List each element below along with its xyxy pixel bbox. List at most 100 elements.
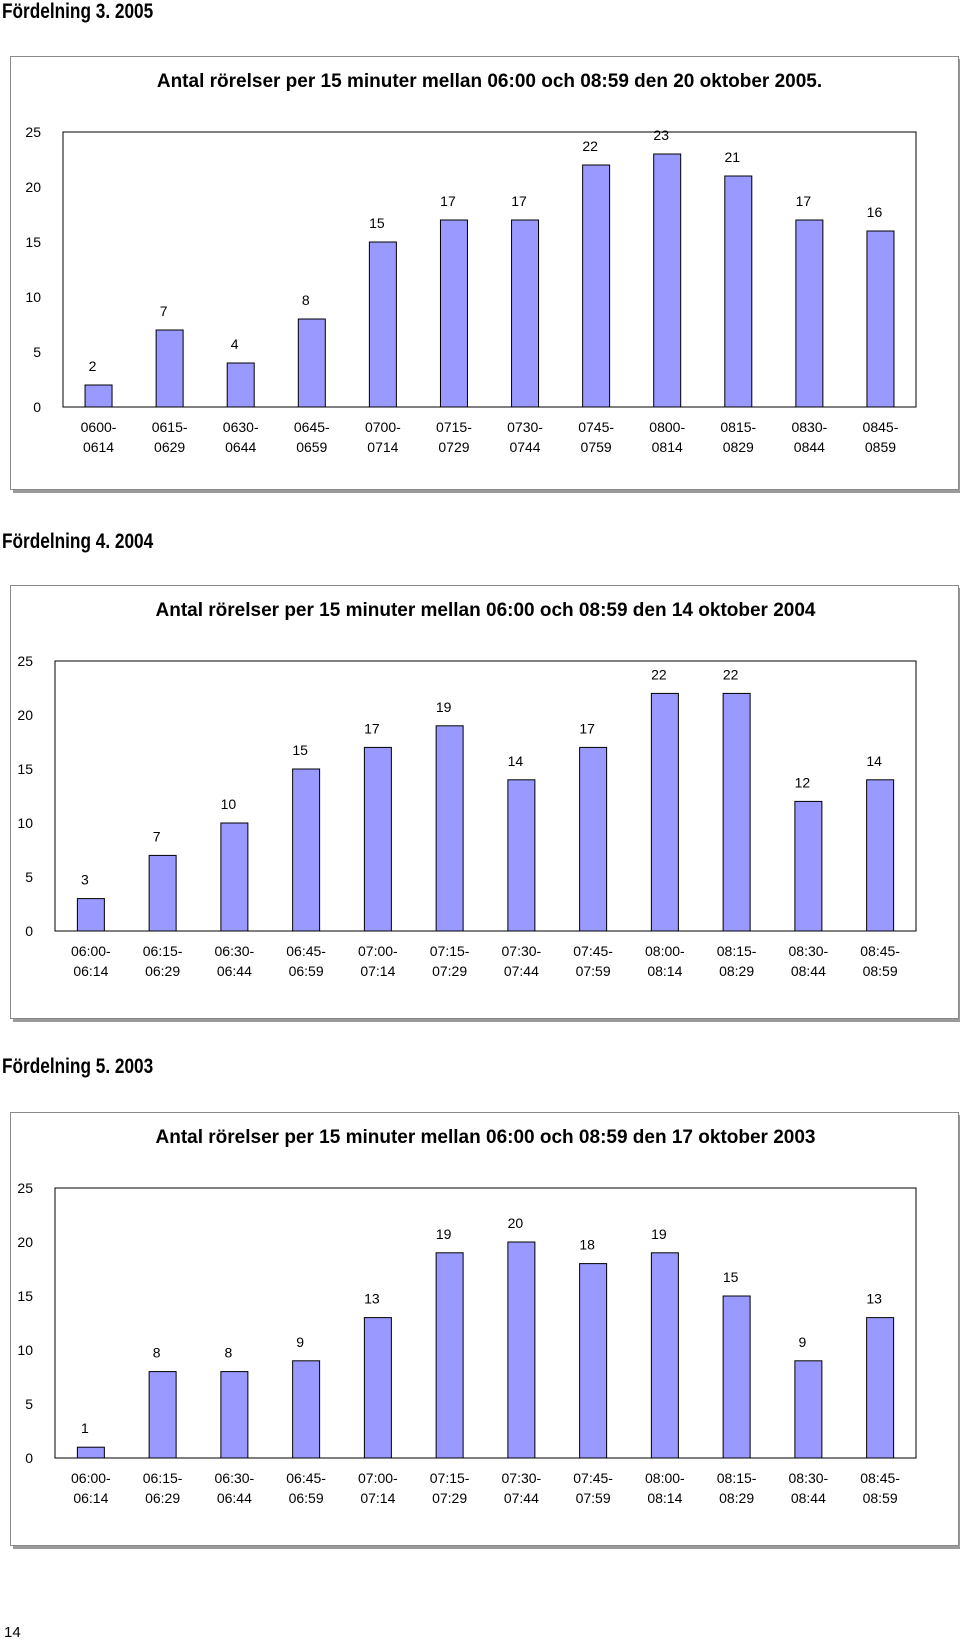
x-tick-label: 06:44 [217, 1490, 252, 1506]
plot-area [54, 1187, 917, 1459]
bar [866, 779, 895, 932]
x-tick-label: 0730- [507, 419, 543, 435]
data-label: 13 [866, 1291, 882, 1307]
data-label: 19 [651, 1226, 667, 1242]
bar [650, 692, 679, 932]
y-tick-label: 10 [17, 1342, 33, 1358]
x-tick-label: 07:14 [360, 963, 395, 979]
x-tick-label: 08:45- [860, 943, 900, 959]
bar [435, 725, 464, 932]
bar [582, 164, 611, 408]
x-tick-label: 08:59 [863, 1490, 898, 1506]
x-tick-label: 06:15- [143, 943, 183, 959]
bar [148, 854, 177, 932]
chart-title: Antal rörelser per 15 minuter mellan 06:… [157, 71, 822, 92]
data-label: 16 [867, 204, 883, 220]
y-tick-label: 15 [17, 1288, 33, 1304]
data-label: 1 [81, 1420, 89, 1436]
x-tick-label: 08:59 [863, 963, 898, 979]
y-tick-label: 25 [25, 124, 41, 140]
x-tick-label: 08:00- [645, 1470, 685, 1486]
x-tick-label: 07:15- [430, 943, 470, 959]
x-tick-label: 0745- [578, 419, 614, 435]
x-tick-label: 0729 [438, 439, 469, 455]
x-tick-label: 06:29 [145, 963, 180, 979]
data-label: 17 [440, 193, 456, 209]
bar [76, 1446, 105, 1459]
data-label: 9 [798, 1334, 806, 1350]
x-tick-label: 0715- [436, 419, 472, 435]
x-tick-label: 0744 [509, 439, 540, 455]
bar [579, 746, 608, 932]
x-tick-label: 08:15- [717, 943, 757, 959]
x-tick-label: 07:45- [573, 943, 613, 959]
bar [368, 241, 397, 408]
data-label: 3 [81, 872, 89, 888]
x-tick-label: 06:45- [286, 943, 326, 959]
section-heading-2005: Fördelning 3. 2005 [2, 0, 154, 23]
data-label: 19 [436, 699, 452, 715]
x-tick-label: 06:30- [215, 1470, 255, 1486]
x-tick-label: 0830- [791, 419, 827, 435]
x-tick-label: 0645- [294, 419, 330, 435]
x-tick-label: 07:59 [576, 1490, 611, 1506]
data-label: 2 [89, 358, 97, 374]
bar [794, 1360, 823, 1459]
bar-chart-2003: Antal rörelser per 15 minuter mellan 06:… [17, 1127, 917, 1506]
bar [722, 1295, 751, 1459]
y-tick-label: 5 [33, 344, 41, 360]
data-label: 15 [292, 742, 308, 758]
x-tick-label: 08:14 [647, 963, 682, 979]
bar [653, 153, 682, 408]
data-label: 17 [364, 720, 380, 736]
x-tick-label: 06:59 [289, 1490, 324, 1506]
bar [866, 230, 895, 408]
x-tick-label: 06:14 [73, 1490, 108, 1506]
bar [795, 219, 824, 408]
data-label: 19 [436, 1226, 452, 1242]
x-tick-label: 0700- [365, 419, 401, 435]
bar [226, 362, 255, 408]
x-tick-label: 08:29 [719, 963, 754, 979]
x-tick-label: 08:30- [789, 943, 829, 959]
data-label: 22 [723, 666, 739, 682]
bar [292, 768, 321, 932]
bar [435, 1252, 464, 1459]
bar [507, 779, 536, 932]
y-tick-label: 20 [17, 707, 33, 723]
x-tick-label: 08:45- [860, 1470, 900, 1486]
data-label: 10 [221, 796, 237, 812]
section-heading-2004: Fördelning 4. 2004 [2, 530, 154, 553]
x-tick-label: 06:29 [145, 1490, 180, 1506]
x-tick-label: 0829 [723, 439, 754, 455]
bar [866, 1317, 895, 1459]
data-label: 17 [511, 193, 527, 209]
data-label: 17 [796, 193, 812, 209]
data-label: 15 [369, 215, 385, 231]
data-label: 18 [579, 1237, 595, 1253]
data-label: 13 [364, 1291, 380, 1307]
x-tick-label: 07:59 [576, 963, 611, 979]
x-tick-label: 06:00- [71, 943, 111, 959]
x-tick-label: 06:14 [73, 963, 108, 979]
bar [148, 1371, 177, 1459]
x-tick-label: 08:00- [645, 943, 685, 959]
bar-chart-2004: Antal rörelser per 15 minuter mellan 06:… [17, 600, 917, 979]
x-tick-label: 0629 [154, 439, 185, 455]
bar [439, 219, 468, 408]
data-label: 12 [795, 774, 811, 790]
bar [650, 1252, 679, 1459]
data-label: 7 [153, 828, 161, 844]
chart-title: Antal rörelser per 15 minuter mellan 06:… [156, 1127, 816, 1148]
x-tick-label: 06:15- [143, 1470, 183, 1486]
y-tick-label: 20 [17, 1234, 33, 1250]
y-tick-label: 0 [25, 1450, 33, 1466]
data-label: 4 [231, 336, 239, 352]
y-tick-label: 0 [33, 399, 41, 415]
section-heading-2003: Fördelning 5. 2003 [2, 1055, 154, 1078]
y-tick-label: 25 [17, 653, 33, 669]
data-label: 20 [508, 1215, 524, 1231]
x-tick-label: 08:14 [647, 1490, 682, 1506]
x-tick-label: 08:44 [791, 1490, 826, 1506]
data-label: 22 [582, 138, 598, 154]
